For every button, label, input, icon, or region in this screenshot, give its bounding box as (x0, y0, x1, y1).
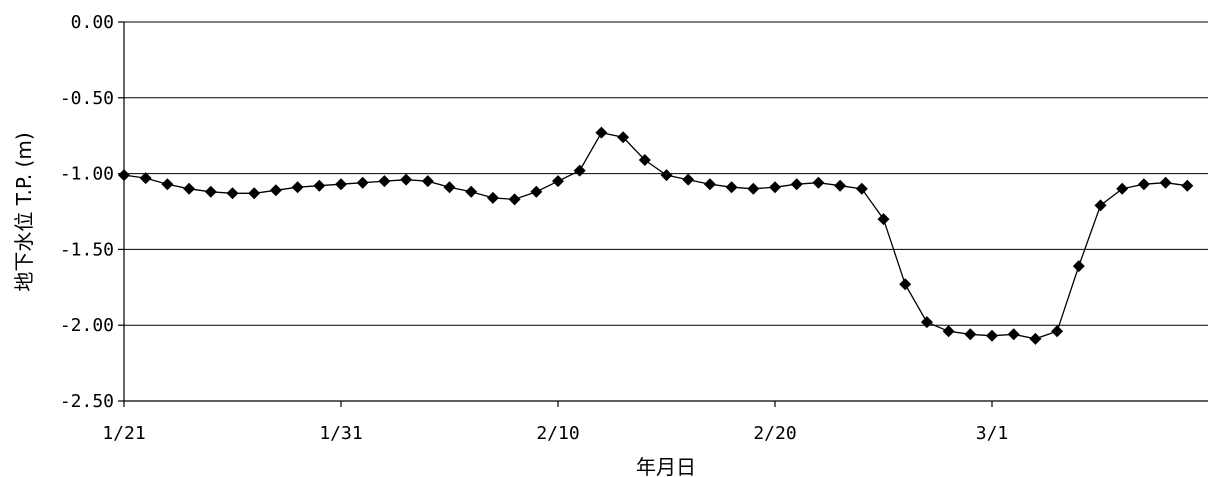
y-tick-label: -2.00 (60, 315, 114, 336)
data-point (400, 173, 413, 186)
data-point (313, 179, 326, 192)
data-point (595, 126, 608, 139)
data-point (725, 181, 738, 194)
data-point (291, 181, 304, 194)
data-point (834, 179, 847, 192)
series-line (123, 131, 1188, 340)
data-point (248, 187, 261, 200)
data-point (356, 176, 369, 189)
data-point (638, 153, 651, 166)
y-tick-label: -0.50 (60, 88, 114, 109)
data-point (855, 182, 868, 195)
data-point (465, 185, 478, 198)
data-point (964, 328, 977, 341)
data-point (747, 182, 760, 195)
data-point (443, 181, 456, 194)
data-point (790, 178, 803, 191)
data-point (660, 169, 673, 182)
data-point (617, 131, 630, 144)
y-axis-title: 地下水位 T.P. (m) (12, 132, 36, 291)
data-point (682, 173, 695, 186)
x-tick-label: 3/1 (976, 423, 1009, 444)
data-point (1007, 328, 1020, 341)
data-point (335, 178, 347, 191)
data-point (183, 182, 196, 195)
y-tick-label: -2.50 (60, 391, 114, 412)
data-point (552, 175, 564, 188)
data-point (1051, 325, 1064, 338)
data-point (118, 169, 130, 182)
x-tick-label: 2/10 (536, 423, 579, 444)
data-point (486, 191, 499, 204)
x-tick-labels: 1/21 1/31 2/10 2/20 3/1 (102, 401, 1008, 444)
data-point (769, 181, 781, 194)
x-tick-label: 2/20 (753, 423, 796, 444)
data-point (942, 325, 955, 338)
data-point (703, 178, 716, 191)
y-tick-labels: 0.00 -0.50 -1.00 -1.50 -2.00 -2.50 (60, 12, 124, 412)
data-point (899, 278, 912, 291)
data-point (1159, 176, 1172, 189)
y-tick-label: 0.00 (71, 12, 114, 33)
data-point (986, 329, 998, 342)
y-tick-label: -1.50 (60, 239, 114, 260)
data-point (877, 213, 890, 226)
axes (123, 22, 1208, 402)
series-water-level (118, 126, 1194, 345)
x-tick-label: 1/21 (102, 423, 145, 444)
data-point (1094, 199, 1107, 212)
data-point (269, 184, 282, 197)
data-point (1181, 179, 1194, 192)
data-point (508, 193, 521, 206)
data-point (1116, 182, 1129, 195)
data-point (1029, 332, 1042, 345)
data-point (573, 164, 586, 177)
data-point (530, 185, 543, 198)
y-tick-label: -1.00 (60, 164, 114, 185)
data-point (1072, 260, 1085, 273)
data-point (1137, 178, 1150, 191)
data-point (161, 178, 174, 191)
data-point (920, 316, 933, 329)
data-point (378, 175, 391, 188)
data-point (139, 172, 152, 185)
x-axis-title: 年月日 (636, 455, 696, 477)
data-point (226, 187, 239, 200)
data-point (421, 175, 434, 188)
x-tick-label: 1/31 (319, 423, 362, 444)
data-point (204, 185, 217, 198)
data-point (812, 176, 825, 189)
